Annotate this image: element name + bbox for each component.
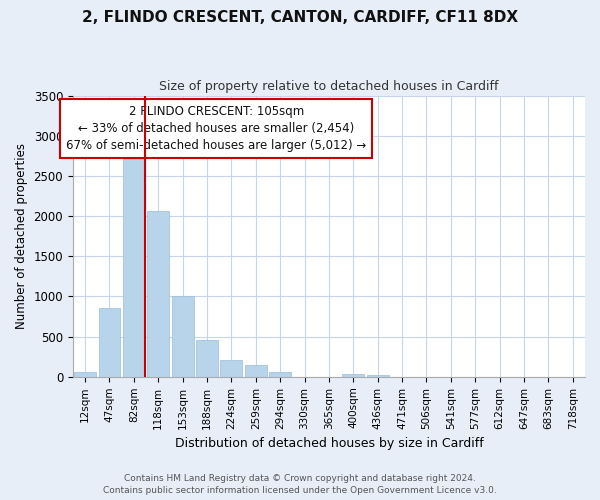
Bar [147,212,169,377]
Title: Size of property relative to detached houses in Cardiff: Size of property relative to detached ho… [159,80,499,93]
Bar [220,360,242,377]
Y-axis label: Number of detached properties: Number of detached properties [15,143,28,329]
Bar [98,308,121,377]
Bar [367,375,389,377]
Text: Contains HM Land Registry data © Crown copyright and database right 2024.
Contai: Contains HM Land Registry data © Crown c… [103,474,497,495]
Bar [343,374,364,377]
Bar [172,296,194,377]
Bar [123,159,145,377]
Bar [269,372,291,377]
Bar [74,372,96,377]
Text: 2, FLINDO CRESCENT, CANTON, CARDIFF, CF11 8DX: 2, FLINDO CRESCENT, CANTON, CARDIFF, CF1… [82,10,518,25]
X-axis label: Distribution of detached houses by size in Cardiff: Distribution of detached houses by size … [175,437,484,450]
Text: 2 FLINDO CRESCENT: 105sqm
← 33% of detached houses are smaller (2,454)
67% of se: 2 FLINDO CRESCENT: 105sqm ← 33% of detac… [66,106,367,152]
Bar [245,365,267,377]
Bar [196,340,218,377]
